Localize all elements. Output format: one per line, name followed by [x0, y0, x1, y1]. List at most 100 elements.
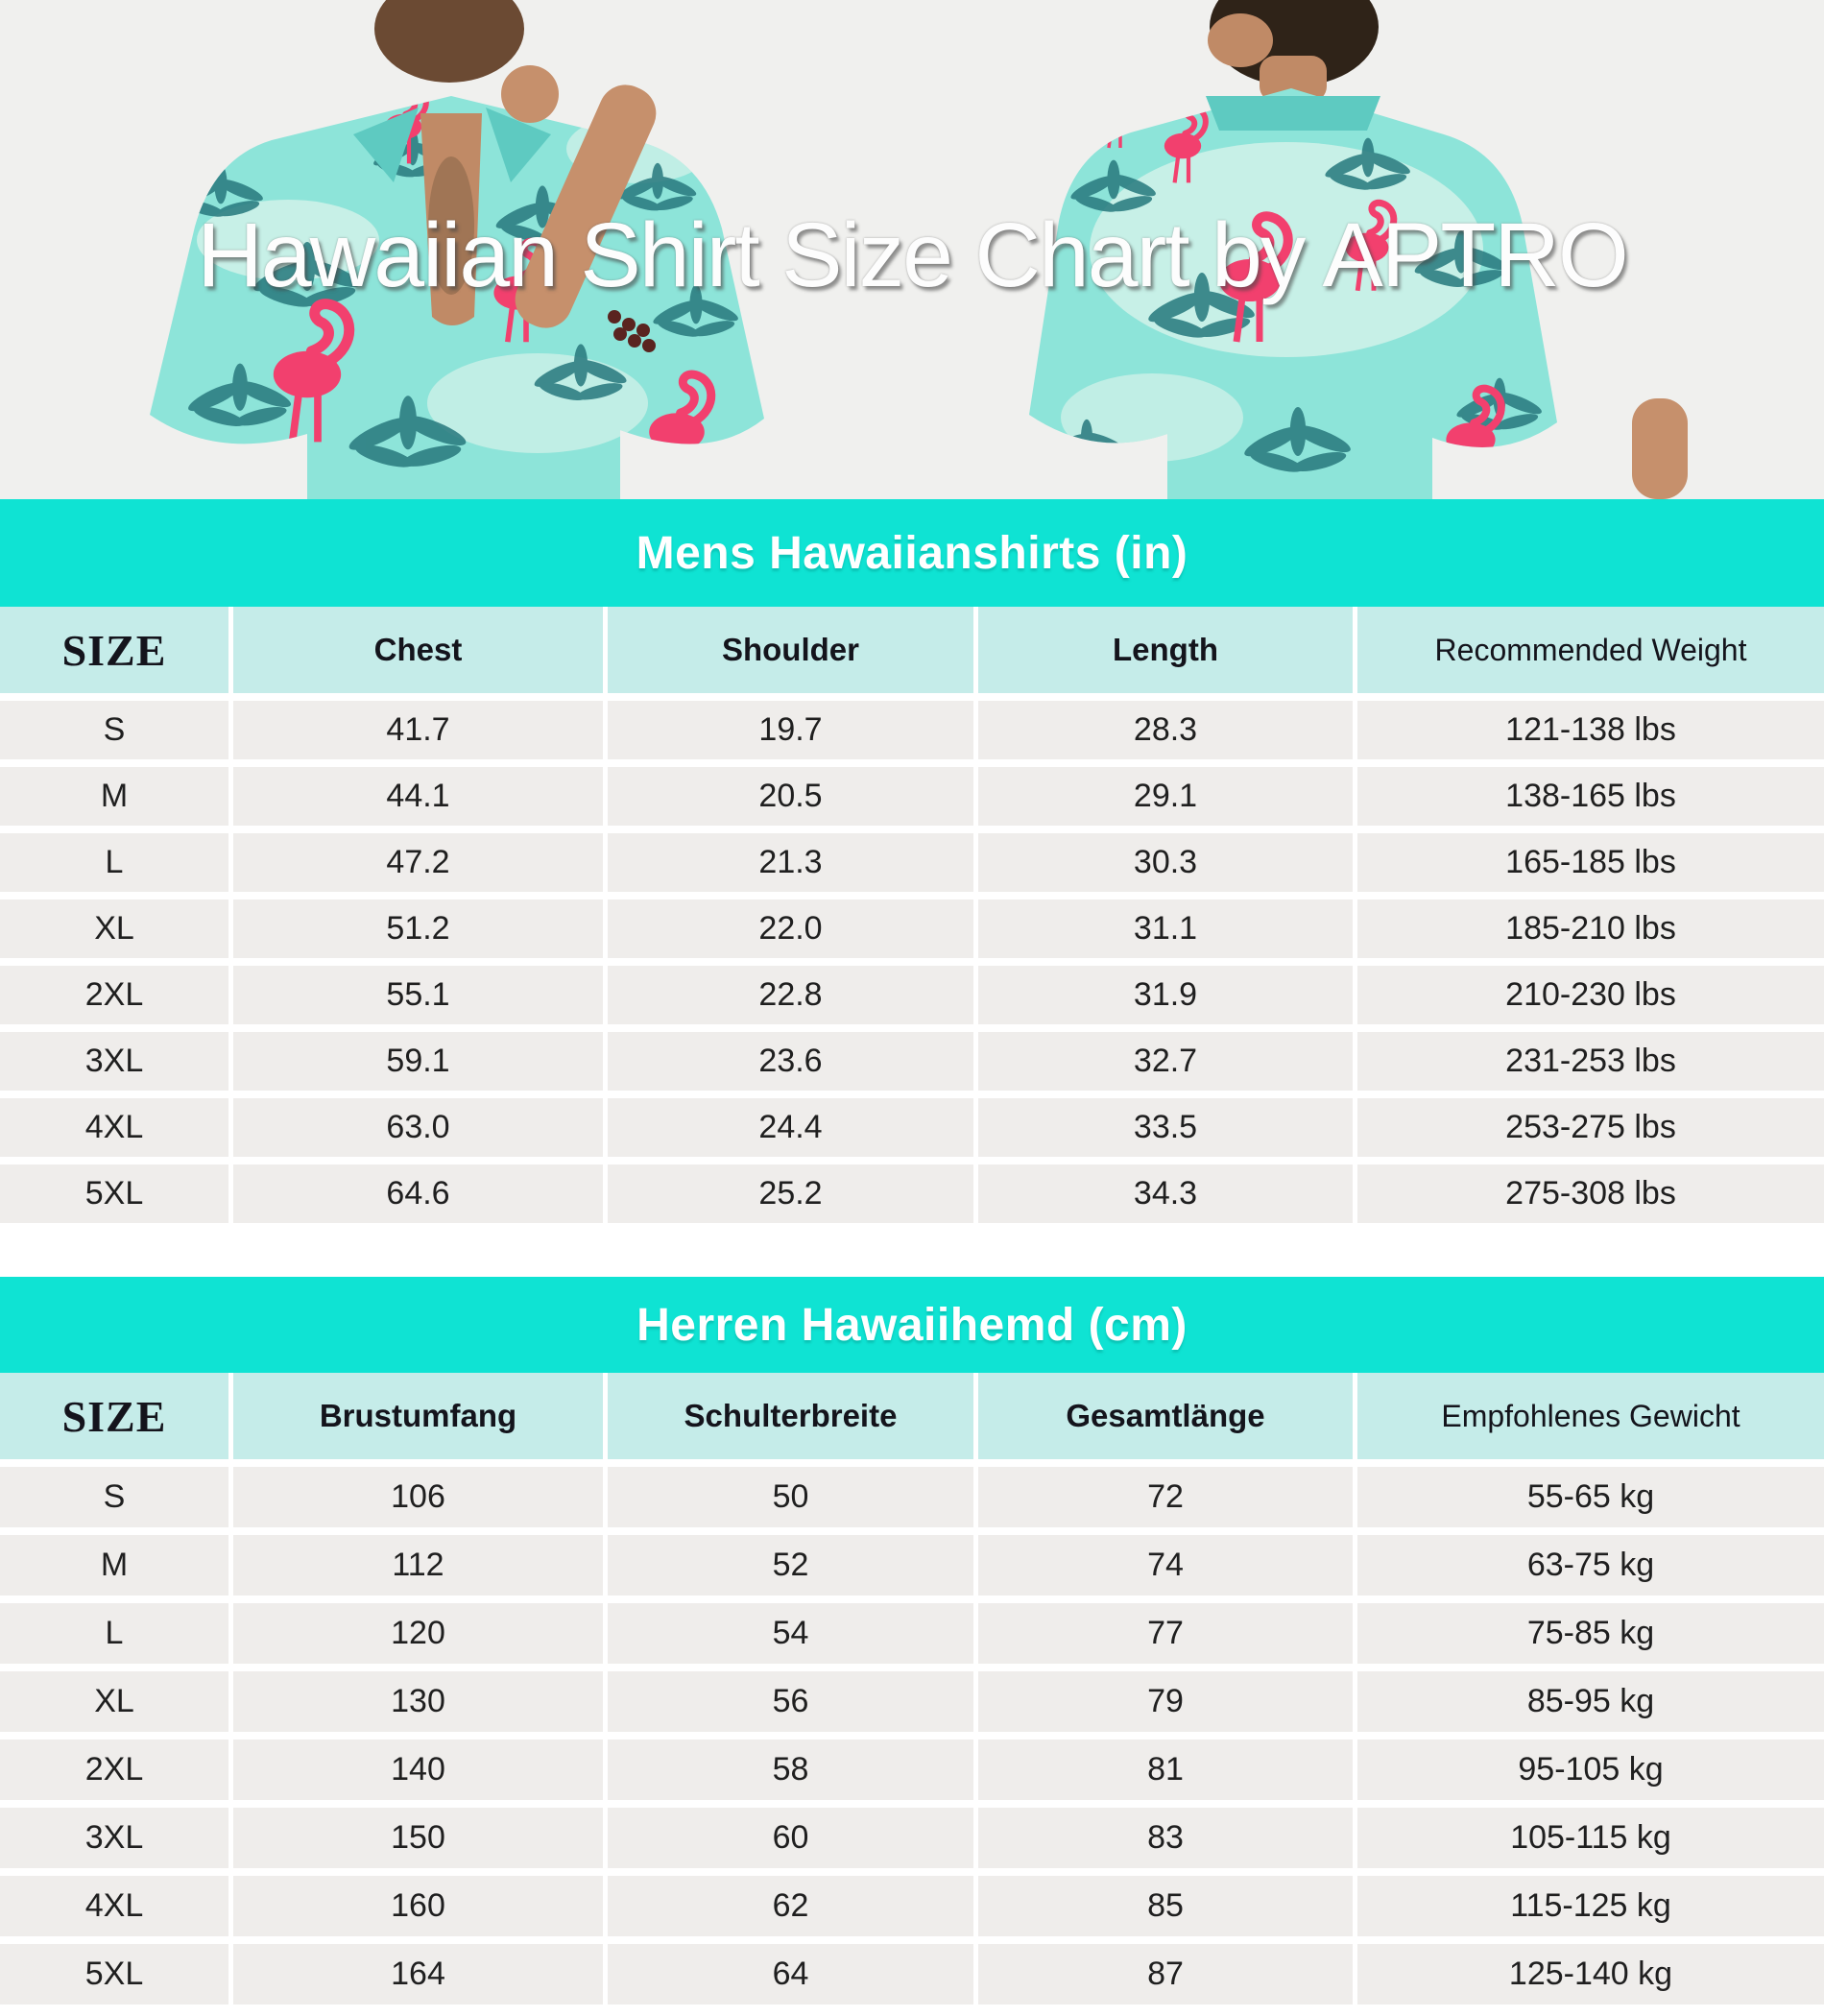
- back-collar: [1206, 96, 1380, 131]
- collar-left: [353, 108, 419, 182]
- table-title-banner-mens: Mens Hawaiianshirts (in): [0, 499, 1824, 607]
- table-row: M 112 52 74 63-75 kg: [0, 1535, 1824, 1596]
- table-cell: 2XL: [0, 1740, 228, 1800]
- table-body-herren: S 106 50 72 55-65 kg M 112 52 74 63-75 kg L 120 54 77…: [0, 1467, 1824, 2004]
- table-cell: 30.3: [978, 833, 1353, 892]
- table-cell: 28.3: [978, 701, 1353, 759]
- table-cell: 24.4: [608, 1098, 973, 1157]
- table-cell: 120: [233, 1603, 603, 1664]
- table-cell: S: [0, 1467, 228, 1527]
- product-photo: Hawaiian Shirt Size Chart by APTRO: [0, 0, 1824, 499]
- size-table-herren: Herren Hawaiihemd (cm) SIZE Brustumfang …: [0, 1277, 1824, 2004]
- table-row: L 120 54 77 75-85 kg: [0, 1603, 1824, 1664]
- table-cell: 160: [233, 1876, 603, 1936]
- table-cell: 87: [978, 1944, 1353, 2004]
- table-cell: L: [0, 833, 228, 892]
- table-cell: M: [0, 767, 228, 826]
- table-row: 5XL 64.6 25.2 34.3 275-308 lbs: [0, 1164, 1824, 1223]
- table-body-mens: S 41.7 19.7 28.3 121-138 lbs M 44.1 20.5 29.1 138…: [0, 701, 1824, 1223]
- hand: [501, 65, 559, 123]
- table-cell: XL: [0, 1671, 228, 1732]
- table-title-banner-herren: Herren Hawaiihemd (cm): [0, 1277, 1824, 1373]
- table-cell: 59.1: [233, 1032, 603, 1091]
- table-cell: 115-125 kg: [1357, 1876, 1824, 1936]
- table-cell: 95-105 kg: [1357, 1740, 1824, 1800]
- table-cell: 83: [978, 1808, 1353, 1868]
- column-header-empfohlenes-gewicht: Empfohlenes Gewicht: [1357, 1373, 1824, 1459]
- table-cell: 54: [608, 1603, 973, 1664]
- table-cell: 130: [233, 1671, 603, 1732]
- page-title: Hawaiian Shirt Size Chart by APTRO: [197, 204, 1629, 306]
- table-row: 3XL 59.1 23.6 32.7 231-253 lbs: [0, 1032, 1824, 1091]
- table-cell: 55.1: [233, 966, 603, 1024]
- shirt-front-figure: [150, 0, 764, 499]
- chest-skin: [420, 113, 482, 325]
- column-header-gesamtlaenge: Gesamtlänge: [978, 1373, 1353, 1459]
- table-cell: 77: [978, 1603, 1353, 1664]
- table-cell: 253-275 lbs: [1357, 1098, 1824, 1157]
- table-cell: 4XL: [0, 1876, 228, 1936]
- table-cell: 60: [608, 1808, 973, 1868]
- right-hand: [1632, 398, 1688, 499]
- table-cell: 31.9: [978, 966, 1353, 1024]
- table-cell: 74: [978, 1535, 1353, 1596]
- table-cell: 4XL: [0, 1098, 228, 1157]
- table-cell: 75-85 kg: [1357, 1603, 1824, 1664]
- table-cell: 52: [608, 1535, 973, 1596]
- table-cell: 23.6: [608, 1032, 973, 1091]
- table-cell: 5XL: [0, 1164, 228, 1223]
- table-cell: 2XL: [0, 966, 228, 1024]
- face-profile: [1208, 13, 1273, 67]
- column-header-brustumfang: Brustumfang: [233, 1373, 603, 1459]
- table-cell: 5XL: [0, 1944, 228, 2004]
- table-cell: 19.7: [608, 701, 973, 759]
- table-cell: 231-253 lbs: [1357, 1032, 1824, 1091]
- table-cell: 64.6: [233, 1164, 603, 1223]
- table-cell: 63-75 kg: [1357, 1535, 1824, 1596]
- column-header-schulterbreite: Schulterbreite: [608, 1373, 973, 1459]
- table-cell: 22.8: [608, 966, 973, 1024]
- table-cell: 63.0: [233, 1098, 603, 1157]
- table-row: 4XL 63.0 24.4 33.5 253-275 lbs: [0, 1098, 1824, 1157]
- table-cell: 25.2: [608, 1164, 973, 1223]
- table-cell: 3XL: [0, 1808, 228, 1868]
- table-cell: 62: [608, 1876, 973, 1936]
- table-cell: 165-185 lbs: [1357, 833, 1824, 892]
- table-cell: 22.0: [608, 900, 973, 958]
- table-row: S 106 50 72 55-65 kg: [0, 1467, 1824, 1527]
- table-cell: 112: [233, 1535, 603, 1596]
- table-cell: 3XL: [0, 1032, 228, 1091]
- table-cell: 44.1: [233, 767, 603, 826]
- shirt-back-figure: [1029, 0, 1688, 499]
- table-cell: 72: [978, 1467, 1353, 1527]
- table-cell: 121-138 lbs: [1357, 701, 1824, 759]
- table-row: 2XL 55.1 22.8 31.9 210-230 lbs: [0, 966, 1824, 1024]
- raised-arm: [515, 84, 657, 328]
- table-row: L 47.2 21.3 30.3 165-185 lbs: [0, 833, 1824, 892]
- table-row: XL 130 56 79 85-95 kg: [0, 1671, 1824, 1732]
- table-cell: 140: [233, 1740, 603, 1800]
- table-cell: 41.7: [233, 701, 603, 759]
- table-cell: 150: [233, 1808, 603, 1868]
- table-cell: 32.7: [978, 1032, 1353, 1091]
- table-cell: 275-308 lbs: [1357, 1164, 1824, 1223]
- table-row: XL 51.2 22.0 31.1 185-210 lbs: [0, 900, 1824, 958]
- table-cell: 34.3: [978, 1164, 1353, 1223]
- table-cell: 31.1: [978, 900, 1353, 958]
- column-header-chest: Chest: [233, 607, 603, 693]
- table-header-row: SIZE Chest Shoulder Length Recommended W…: [0, 607, 1824, 693]
- table-row: S 41.7 19.7 28.3 121-138 lbs: [0, 701, 1824, 759]
- size-table-mens: Mens Hawaiianshirts (in) SIZE Chest Shou…: [0, 499, 1824, 1223]
- table-cell: 64: [608, 1944, 973, 2004]
- table-cell: 164: [233, 1944, 603, 2004]
- table-cell: 51.2: [233, 900, 603, 958]
- table-cell: L: [0, 1603, 228, 1664]
- table-cell: 55-65 kg: [1357, 1467, 1824, 1527]
- table-cell: 105-115 kg: [1357, 1808, 1824, 1868]
- table-cell: S: [0, 701, 228, 759]
- table-cell: 85-95 kg: [1357, 1671, 1824, 1732]
- column-header-recommended-weight: Recommended Weight: [1357, 607, 1824, 693]
- table-cell: M: [0, 1535, 228, 1596]
- table-cell: 106: [233, 1467, 603, 1527]
- table-cell: 138-165 lbs: [1357, 767, 1824, 826]
